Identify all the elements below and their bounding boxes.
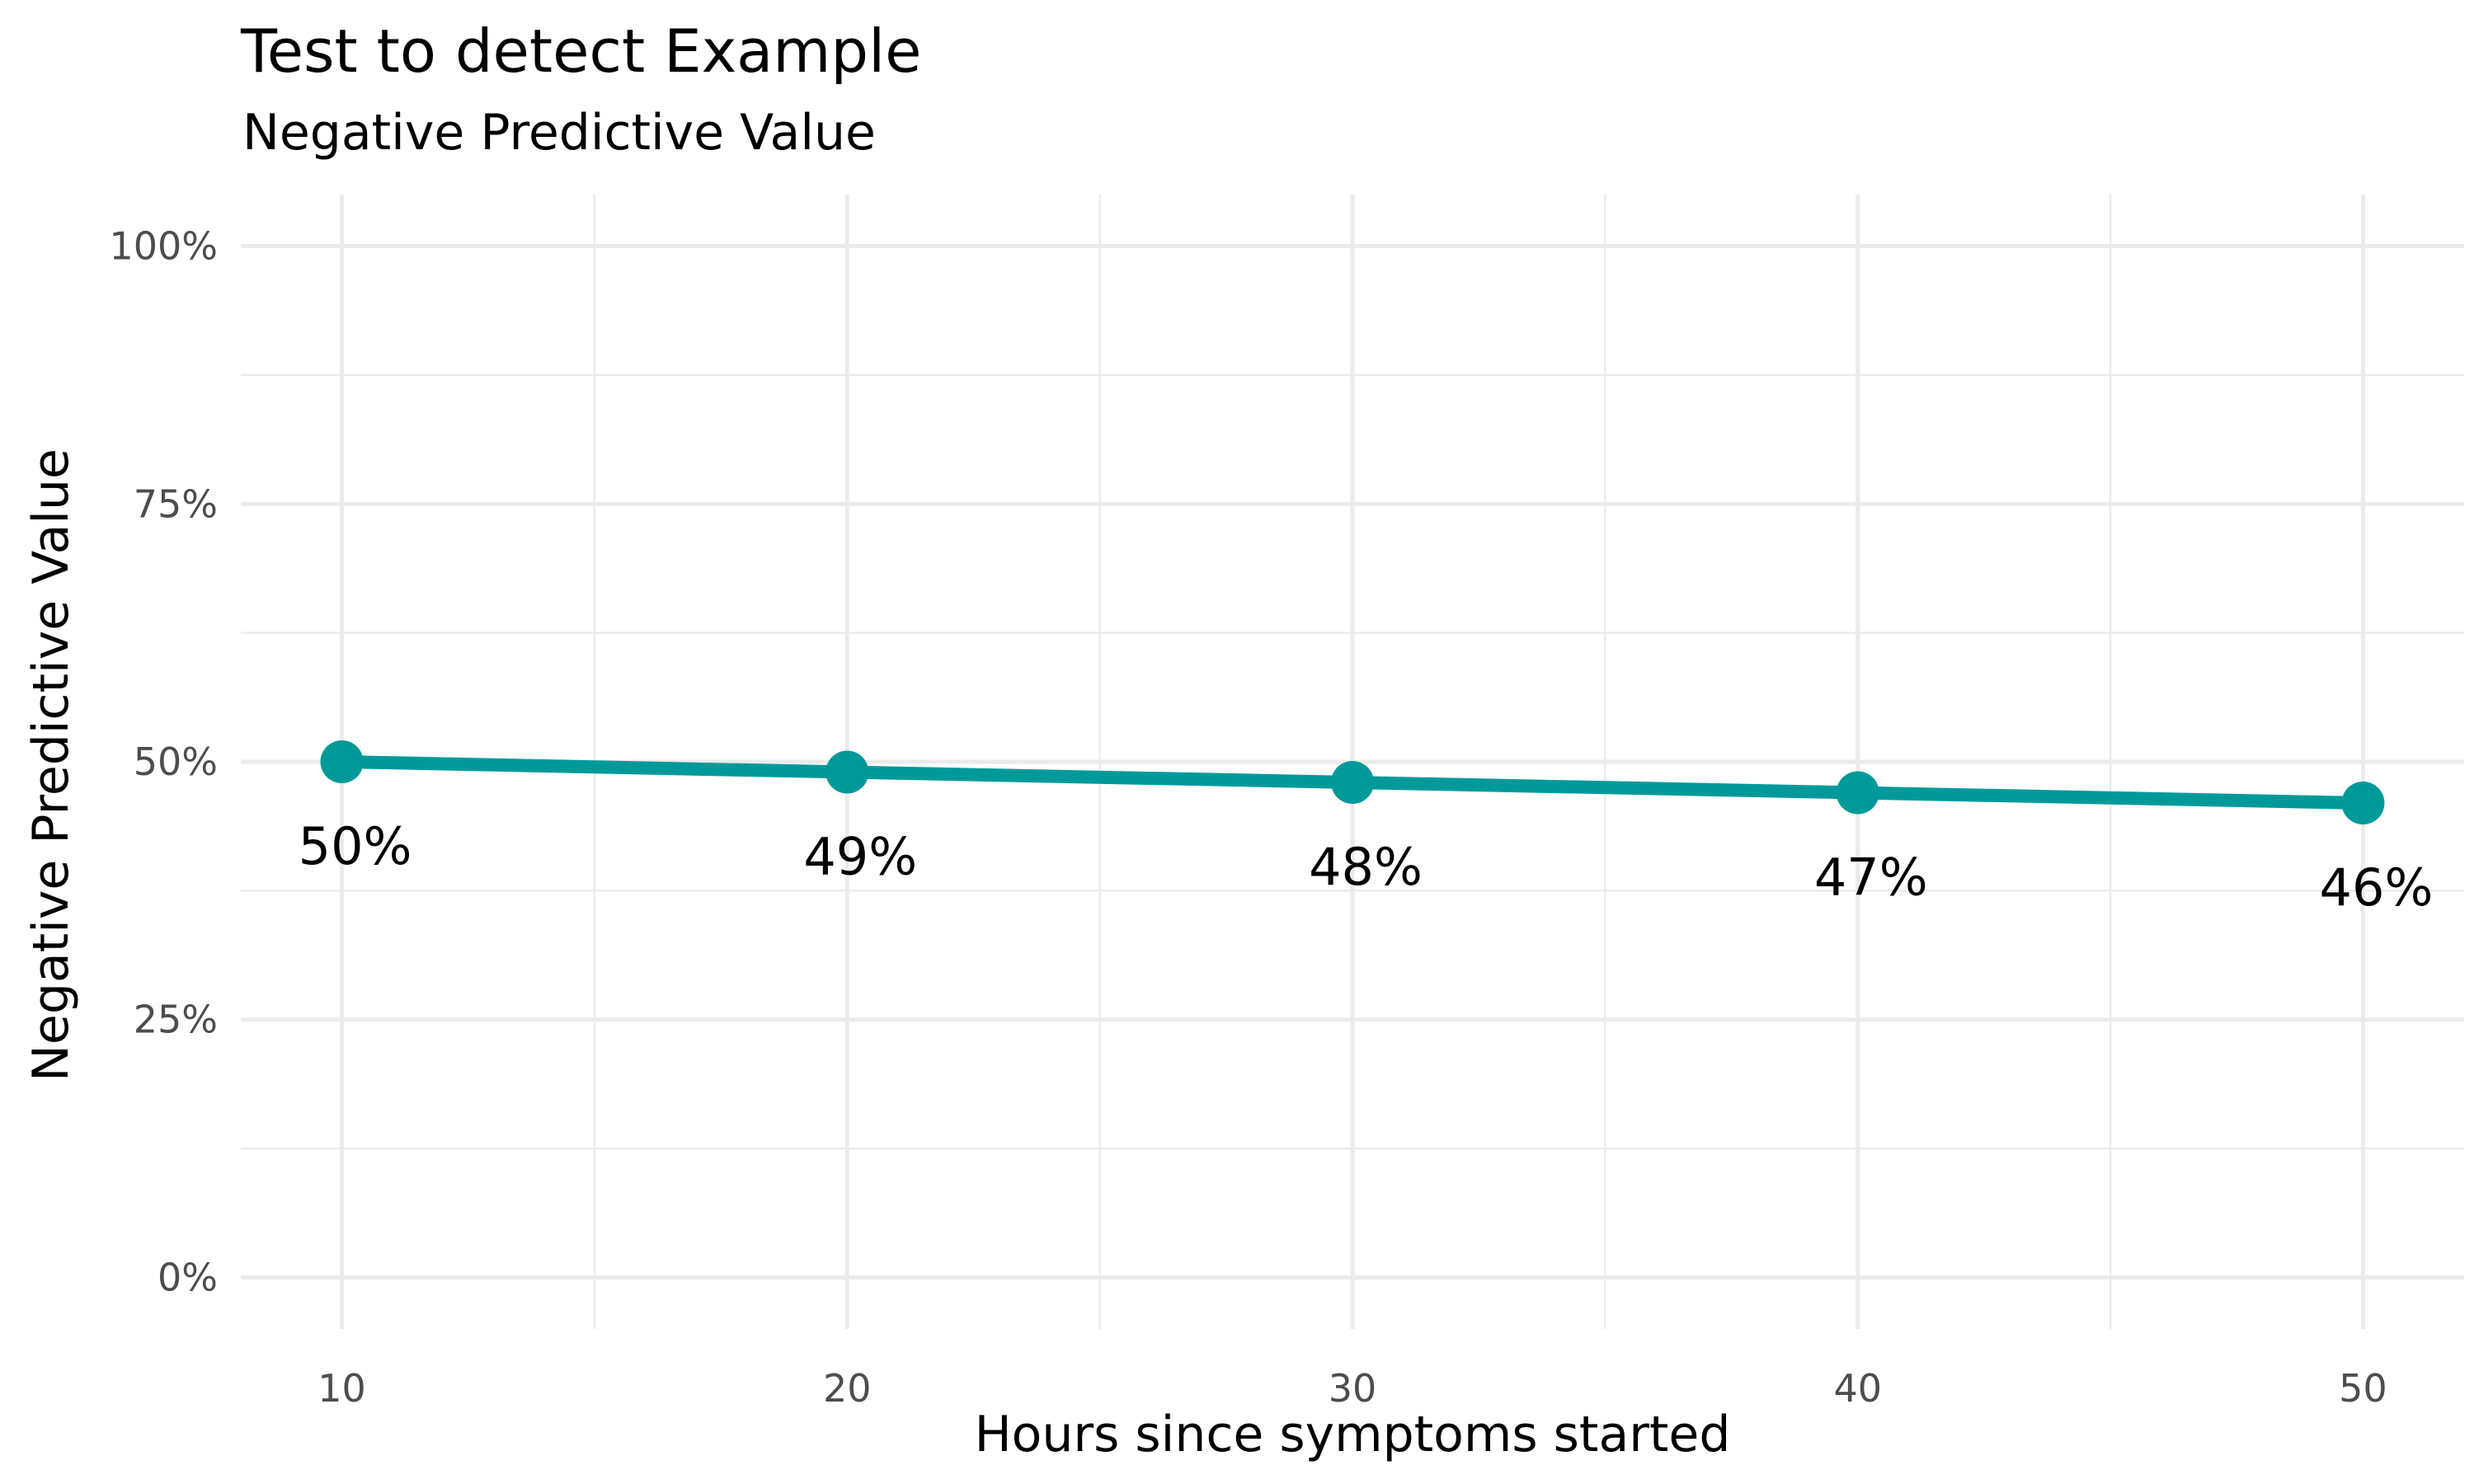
y-tick-label: 50% [134,740,218,784]
x-tick-label: 10 [317,1366,366,1411]
x-tick-label: 20 [823,1366,872,1411]
data-labels: 50% 49% 48% 47% 46% [299,816,2434,918]
data-point [1836,771,1879,815]
data-label: 49% [803,827,917,887]
data-point [2341,782,2385,825]
data-point [320,740,364,783]
x-tick-label: 30 [1329,1366,1377,1411]
data-point [1331,761,1374,805]
y-tick-label: 100% [109,224,218,269]
data-label: 46% [2320,857,2434,918]
y-axis-title: Negative Predictive Value [22,448,80,1082]
y-tick-label: 75% [134,481,218,526]
data-label: 50% [299,816,412,876]
y-tick-label: 25% [134,998,218,1042]
x-tick-label: 50 [2339,1366,2387,1411]
chart-subtitle: Negative Predictive Value [242,104,876,162]
series [320,740,2385,825]
x-tick-label: 40 [1833,1366,1882,1411]
data-point [825,750,869,794]
data-label: 47% [1814,848,1928,908]
data-label: 48% [1309,837,1423,897]
x-axis-title: Hours since symptoms started [975,1406,1731,1463]
axis-ticks: 0% 25% 50% 75% 100% 10 20 30 40 50 [109,224,2387,1411]
chart-title: Test to detect Example [241,16,922,86]
y-tick-label: 0% [158,1255,218,1299]
